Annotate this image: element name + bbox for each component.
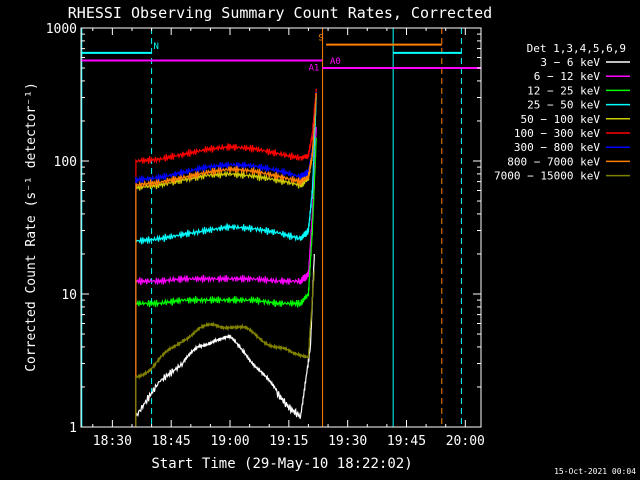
plot-frame [80, 27, 482, 428]
series-line-0 [135, 253, 315, 427]
x-axis-label: Start Time (29-May-10 18:22:02) [151, 456, 412, 472]
x-axis: 18:30 18:45 19:00 19:15 19:30 19:45 20:00 [92, 28, 485, 449]
legend-label-6: 300 − 800 keV [514, 141, 600, 154]
timestamp: 15-Oct-2021 00:04 [554, 467, 636, 476]
y-axis: 1 10 100 1000 [46, 22, 481, 436]
series-line-3 [135, 97, 317, 427]
annotations: N S A0 A1 [81, 34, 481, 73]
series-group [135, 88, 317, 427]
series-line-8 [135, 270, 315, 427]
legend-title: Det 1,3,4,5,6,9 [527, 42, 626, 55]
x-tick-label-4: 19:30 [328, 434, 367, 449]
x-tick-label-1: 18:45 [152, 434, 191, 449]
legend-label-8: 7000 − 15000 keV [494, 170, 600, 183]
y-axis-label: Corrected Count Rate (s⁻¹ detector⁻¹) [24, 82, 39, 372]
series-line-1 [135, 126, 317, 427]
x-tick-label-2: 19:00 [210, 434, 249, 449]
y-tick-label-1: 10 [61, 288, 77, 303]
series-line-6 [135, 91, 317, 427]
y-tick-label-3: 1000 [46, 22, 77, 37]
annotation-label-2: A0 [330, 57, 341, 67]
vertical-lines [81, 28, 462, 427]
annotation-label-0: N [154, 42, 159, 52]
x-tick-label-6: 20:00 [446, 434, 485, 449]
y-tick-label-2: 100 [54, 155, 77, 170]
legend-label-7: 800 − 7000 keV [507, 155, 600, 168]
annotation-label-1: S [318, 34, 323, 44]
x-tick-label-0: 18:30 [93, 434, 132, 449]
legend-label-3: 25 − 50 keV [527, 99, 600, 112]
x-tick-label-3: 19:15 [269, 434, 308, 449]
annotation-label-3: A1 [308, 63, 319, 73]
series-line-7 [135, 92, 317, 427]
y-tick-label-0: 1 [69, 421, 77, 436]
chart-title: RHESSI Observing Summary Count Rates, Co… [68, 4, 492, 22]
legend-label-2: 12 − 25 keV [527, 84, 600, 97]
legend-label-0: 3 − 6 keV [540, 56, 600, 69]
legend-label-4: 50 − 100 keV [521, 113, 601, 126]
x-tick-label-5: 19:45 [387, 434, 426, 449]
legend-label-1: 6 − 12 keV [534, 70, 601, 83]
series-line-5 [135, 88, 317, 427]
series-line-2 [135, 137, 317, 427]
legend-label-5: 100 − 300 keV [514, 127, 600, 140]
